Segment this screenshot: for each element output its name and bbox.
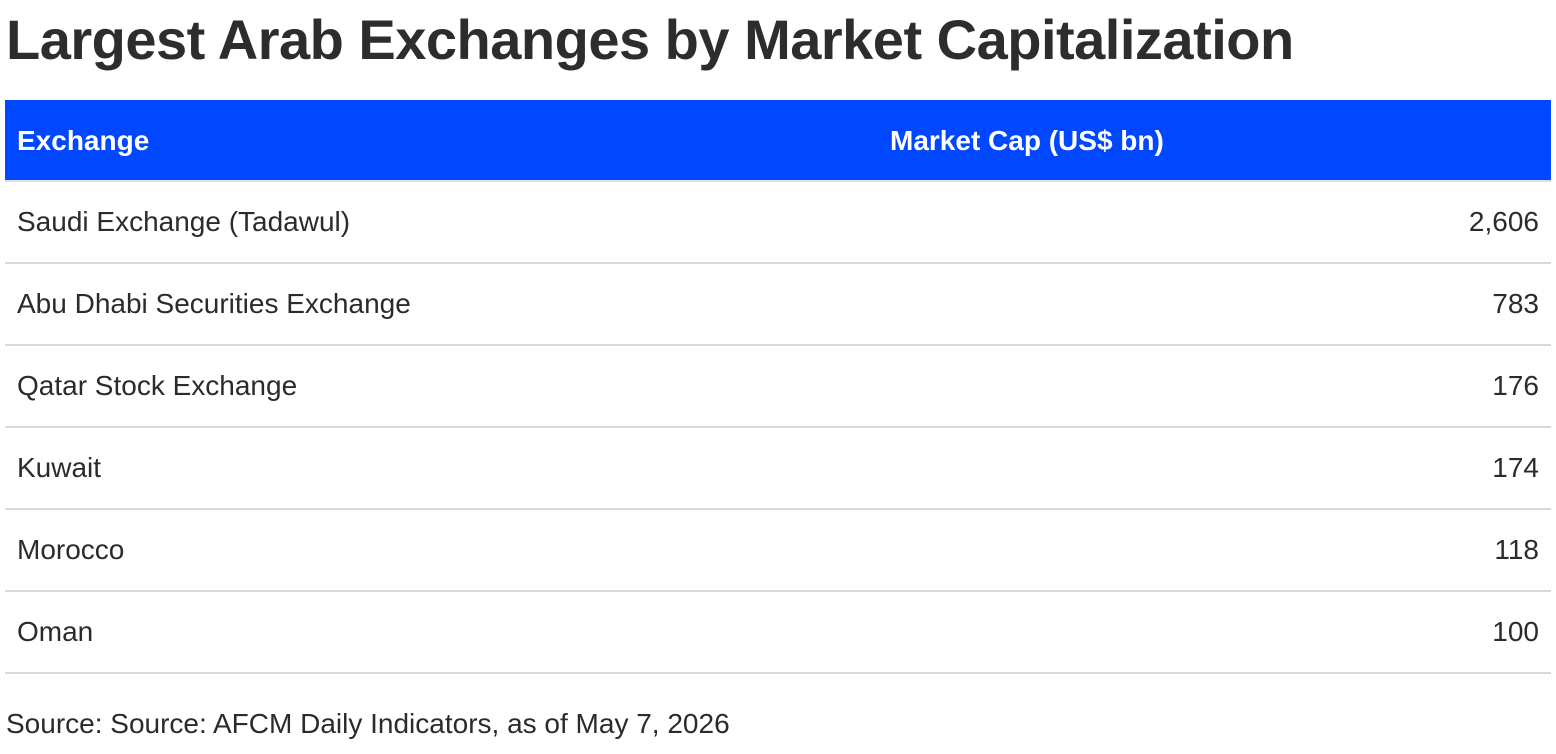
table-row: Saudi Exchange (Tadawul) 2,606	[5, 182, 1551, 264]
exchange-name: Saudi Exchange (Tadawul)	[17, 206, 351, 237]
market-cap-value: 783	[1492, 288, 1539, 319]
market-cap-value: 100	[1492, 616, 1539, 647]
table-row: Abu Dhabi Securities Exchange 783	[5, 264, 1551, 346]
table-row: Oman 100	[5, 592, 1551, 674]
exchange-name: Oman	[17, 616, 94, 647]
chart-title: Largest Arab Exchanges by Market Capital…	[6, 8, 1294, 71]
table-header: Exchange Market Cap (US$ bn)	[5, 100, 1551, 182]
market-cap-value: 174	[1492, 452, 1539, 483]
source-note: Source: Source: AFCM Daily Indicators, a…	[6, 708, 730, 739]
column-header-market-cap: Market Cap (US$ bn)	[890, 125, 1164, 156]
exchange-name: Qatar Stock Exchange	[17, 370, 298, 401]
market-cap-value: 2,606	[1468, 206, 1539, 237]
exchange-name: Kuwait	[17, 452, 102, 483]
market-cap-value: 176	[1492, 370, 1539, 401]
table-row: Morocco 118	[5, 510, 1551, 592]
data-table: Exchange Market Cap (US$ bn) Saudi Excha…	[5, 100, 1551, 674]
column-header-exchange: Exchange	[17, 125, 150, 156]
market-cap-value: 118	[1494, 534, 1539, 565]
exchange-name: Abu Dhabi Securities Exchange	[17, 288, 411, 319]
exchange-name: Morocco	[17, 534, 125, 565]
table-row: Qatar Stock Exchange 176	[5, 346, 1551, 428]
table-row: Kuwait 174	[5, 428, 1551, 510]
